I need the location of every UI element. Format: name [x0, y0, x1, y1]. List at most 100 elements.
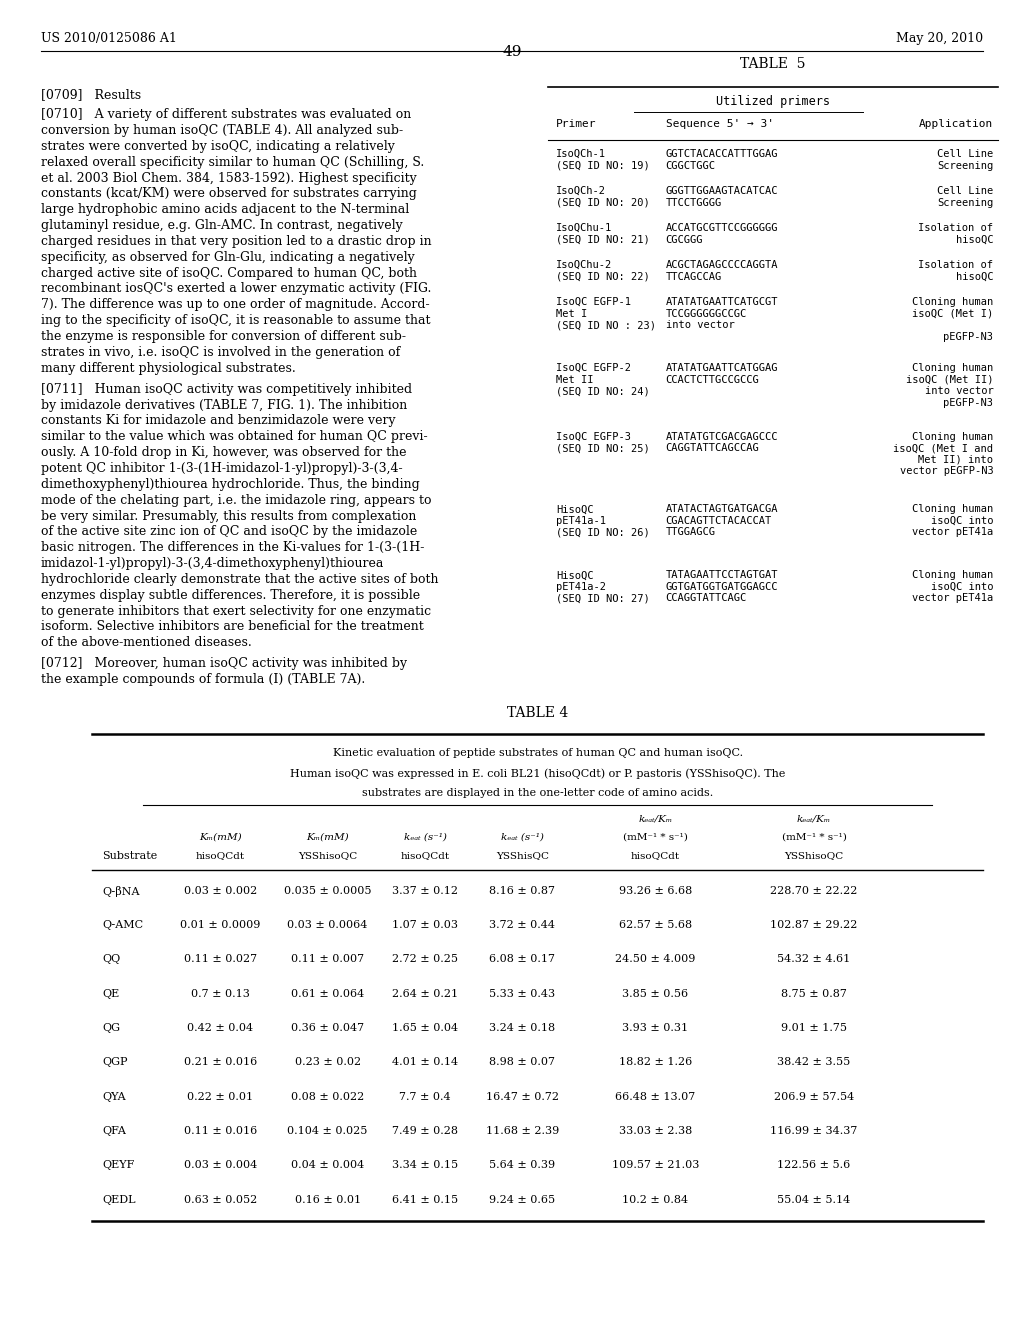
Text: Kₘ(mM): Kₘ(mM) — [199, 833, 242, 842]
Text: be very similar. Presumably, this results from complexation: be very similar. Presumably, this result… — [41, 510, 417, 523]
Text: QGP: QGP — [102, 1057, 128, 1068]
Text: Utilized primers: Utilized primers — [716, 95, 830, 108]
Text: 0.16 ± 0.01: 0.16 ± 0.01 — [295, 1195, 360, 1205]
Text: 7.49 ± 0.28: 7.49 ± 0.28 — [392, 1126, 458, 1137]
Text: 9.24 ± 0.65: 9.24 ± 0.65 — [489, 1195, 555, 1205]
Text: 0.11 ± 0.027: 0.11 ± 0.027 — [183, 954, 257, 965]
Text: 16.47 ± 0.72: 16.47 ± 0.72 — [485, 1092, 559, 1102]
Text: 0.035 ± 0.0005: 0.035 ± 0.0005 — [284, 886, 372, 896]
Text: 0.04 ± 0.004: 0.04 ± 0.004 — [291, 1160, 365, 1171]
Text: GGTCTACACCATTTGGAG
CGGCTGGC: GGTCTACACCATTTGGAG CGGCTGGC — [666, 149, 778, 170]
Text: 4.01 ± 0.14: 4.01 ± 0.14 — [392, 1057, 458, 1068]
Text: recombinant iosQC's exerted a lower enzymatic activity (FIG.: recombinant iosQC's exerted a lower enzy… — [41, 282, 431, 296]
Text: IsoQC EGFP-3
(SEQ ID NO: 25): IsoQC EGFP-3 (SEQ ID NO: 25) — [556, 432, 650, 453]
Text: May 20, 2010: May 20, 2010 — [896, 32, 983, 45]
Text: 11.68 ± 2.39: 11.68 ± 2.39 — [485, 1126, 559, 1137]
Text: charged residues in that very position led to a drastic drop in: charged residues in that very position l… — [41, 235, 431, 248]
Text: 0.42 ± 0.04: 0.42 ± 0.04 — [187, 1023, 253, 1034]
Text: ATATATGAATTCATGCGT
TCCGGGGGGCCGC
into vector: ATATATGAATTCATGCGT TCCGGGGGGCCGC into ve… — [666, 297, 778, 330]
Text: GGGTTGGAAGTACATCAC
TTCCTGGGG: GGGTTGGAAGTACATCAC TTCCTGGGG — [666, 186, 778, 207]
Text: IsoQCh-2
(SEQ ID NO: 20): IsoQCh-2 (SEQ ID NO: 20) — [556, 186, 650, 207]
Text: QEYF: QEYF — [102, 1160, 135, 1171]
Text: 0.104 ± 0.025: 0.104 ± 0.025 — [288, 1126, 368, 1137]
Text: 0.36 ± 0.047: 0.36 ± 0.047 — [291, 1023, 365, 1034]
Text: kₑₐₜ/Kₘ: kₑₐₜ/Kₘ — [797, 814, 831, 824]
Text: 3.34 ± 0.15: 3.34 ± 0.15 — [392, 1160, 458, 1171]
Text: hisoQCdt: hisoQCdt — [631, 851, 680, 861]
Text: Application: Application — [919, 119, 993, 129]
Text: 0.03 ± 0.0064: 0.03 ± 0.0064 — [288, 920, 368, 931]
Text: 0.11 ± 0.016: 0.11 ± 0.016 — [183, 1126, 257, 1137]
Text: Kinetic evaluation of peptide substrates of human QC and human isoQC.: Kinetic evaluation of peptide substrates… — [333, 748, 742, 759]
Text: the example compounds of formula (I) (TABLE 7A).: the example compounds of formula (I) (TA… — [41, 673, 366, 686]
Text: strates in vivo, i.e. isoQC is involved in the generation of: strates in vivo, i.e. isoQC is involved … — [41, 346, 400, 359]
Text: hisoQCdt: hisoQCdt — [196, 851, 245, 861]
Text: Cloning human
isoQC (Met I and
Met II) into
vector pEGFP-N3: Cloning human isoQC (Met I and Met II) i… — [893, 432, 993, 477]
Text: 6.08 ± 0.17: 6.08 ± 0.17 — [489, 954, 555, 965]
Text: HisoQC
pET41a-2
(SEQ ID NO: 27): HisoQC pET41a-2 (SEQ ID NO: 27) — [556, 570, 650, 603]
Text: 3.72 ± 0.44: 3.72 ± 0.44 — [489, 920, 555, 931]
Text: 8.75 ± 0.87: 8.75 ± 0.87 — [781, 989, 847, 999]
Text: 5.64 ± 0.39: 5.64 ± 0.39 — [489, 1160, 555, 1171]
Text: 3.85 ± 0.56: 3.85 ± 0.56 — [623, 989, 688, 999]
Text: of the above-mentioned diseases.: of the above-mentioned diseases. — [41, 636, 252, 649]
Text: 62.57 ± 5.68: 62.57 ± 5.68 — [618, 920, 692, 931]
Text: imidazol-1-yl)propyl)-3-(3,4-dimethoxyphenyl)thiourea: imidazol-1-yl)propyl)-3-(3,4-dimethoxyph… — [41, 557, 384, 570]
Text: 18.82 ± 1.26: 18.82 ± 1.26 — [618, 1057, 692, 1068]
Text: 66.48 ± 13.07: 66.48 ± 13.07 — [615, 1092, 695, 1102]
Text: QYA: QYA — [102, 1092, 126, 1102]
Text: dimethoxyphenyl)thiourea hydrochloride. Thus, the binding: dimethoxyphenyl)thiourea hydrochloride. … — [41, 478, 420, 491]
Text: mode of the chelating part, i.e. the imidazole ring, appears to: mode of the chelating part, i.e. the imi… — [41, 494, 431, 507]
Text: kₑₐₜ (s⁻¹): kₑₐₜ (s⁻¹) — [403, 833, 446, 842]
Text: (mM⁻¹ * s⁻¹): (mM⁻¹ * s⁻¹) — [623, 833, 688, 842]
Text: [0710]   A variety of different substrates was evaluated on: [0710] A variety of different substrates… — [41, 108, 412, 121]
Text: strates were converted by isoQC, indicating a relatively: strates were converted by isoQC, indicat… — [41, 140, 395, 153]
Text: et al. 2003 Biol Chem. 384, 1583-1592). Highest specificity: et al. 2003 Biol Chem. 384, 1583-1592). … — [41, 172, 417, 185]
Text: relaxed overall specificity similar to human QC (Schilling, S.: relaxed overall specificity similar to h… — [41, 156, 424, 169]
Text: 0.08 ± 0.022: 0.08 ± 0.022 — [291, 1092, 365, 1102]
Text: many different physiological substrates.: many different physiological substrates. — [41, 362, 296, 375]
Text: Primer: Primer — [556, 119, 597, 129]
Text: similar to the value which was obtained for human QC previ-: similar to the value which was obtained … — [41, 430, 428, 444]
Text: QQ: QQ — [102, 954, 121, 965]
Text: 1.07 ± 0.03: 1.07 ± 0.03 — [392, 920, 458, 931]
Text: 2.72 ± 0.25: 2.72 ± 0.25 — [392, 954, 458, 965]
Text: ATATACTAGTGATGACGA
CGACAGTTCTACACCAT
TTGGAGCG: ATATACTAGTGATGACGA CGACAGTTCTACACCAT TTG… — [666, 504, 778, 537]
Text: Substrate: Substrate — [102, 851, 158, 862]
Text: ATATATGAATTCATGGAG
CCACTCTTGCCGCCG: ATATATGAATTCATGGAG CCACTCTTGCCGCCG — [666, 363, 778, 384]
Text: 1.65 ± 0.04: 1.65 ± 0.04 — [392, 1023, 458, 1034]
Text: Isolation of
hisoQC: Isolation of hisoQC — [919, 223, 993, 244]
Text: IsoQC EGFP-1
Met I
(SEQ ID NO : 23): IsoQC EGFP-1 Met I (SEQ ID NO : 23) — [556, 297, 656, 330]
Text: YSShisoQC: YSShisoQC — [784, 851, 844, 861]
Text: 6.41 ± 0.15: 6.41 ± 0.15 — [392, 1195, 458, 1205]
Text: hydrochloride clearly demonstrate that the active sites of both: hydrochloride clearly demonstrate that t… — [41, 573, 438, 586]
Text: Q-AMC: Q-AMC — [102, 920, 143, 931]
Text: 38.42 ± 3.55: 38.42 ± 3.55 — [777, 1057, 851, 1068]
Text: 0.11 ± 0.007: 0.11 ± 0.007 — [291, 954, 365, 965]
Text: kₑₐₜ (s⁻¹): kₑₐₜ (s⁻¹) — [501, 833, 544, 842]
Text: 102.87 ± 29.22: 102.87 ± 29.22 — [770, 920, 858, 931]
Text: isoform. Selective inhibitors are beneficial for the treatment: isoform. Selective inhibitors are benefi… — [41, 620, 424, 634]
Text: 3.37 ± 0.12: 3.37 ± 0.12 — [392, 886, 458, 896]
Text: 24.50 ± 4.009: 24.50 ± 4.009 — [615, 954, 695, 965]
Text: QG: QG — [102, 1023, 121, 1034]
Text: of the active site zinc ion of QC and isoQC by the imidazole: of the active site zinc ion of QC and is… — [41, 525, 417, 539]
Text: to generate inhibitors that exert selectivity for one enzymatic: to generate inhibitors that exert select… — [41, 605, 431, 618]
Text: US 2010/0125086 A1: US 2010/0125086 A1 — [41, 32, 177, 45]
Text: IsoQCh-1
(SEQ ID NO: 19): IsoQCh-1 (SEQ ID NO: 19) — [556, 149, 650, 170]
Text: ACCATGCGTTCCGGGGGG
CGCGGG: ACCATGCGTTCCGGGGGG CGCGGG — [666, 223, 778, 244]
Text: 2.64 ± 0.21: 2.64 ± 0.21 — [392, 989, 458, 999]
Text: 0.03 ± 0.002: 0.03 ± 0.002 — [183, 886, 257, 896]
Text: 109.57 ± 21.03: 109.57 ± 21.03 — [611, 1160, 699, 1171]
Text: Isolation of
hisoQC: Isolation of hisoQC — [919, 260, 993, 281]
Text: 0.7 ± 0.13: 0.7 ± 0.13 — [190, 989, 250, 999]
Text: TATAGAATTCCTAGTGAT
GGTGATGGTGATGGAGCC
CCAGGTATTCAGC: TATAGAATTCCTAGTGAT GGTGATGGTGATGGAGCC CC… — [666, 570, 778, 603]
Text: 10.2 ± 0.84: 10.2 ± 0.84 — [623, 1195, 688, 1205]
Text: QE: QE — [102, 989, 120, 999]
Text: 3.93 ± 0.31: 3.93 ± 0.31 — [623, 1023, 688, 1034]
Text: 7.7 ± 0.4: 7.7 ± 0.4 — [399, 1092, 451, 1102]
Text: Human isoQC was expressed in E. coli BL21 (hisoQCdt) or P. pastoris (YSShisoQC).: Human isoQC was expressed in E. coli BL2… — [290, 768, 785, 779]
Text: 8.98 ± 0.07: 8.98 ± 0.07 — [489, 1057, 555, 1068]
Text: QFA: QFA — [102, 1126, 126, 1137]
Text: [0712]   Moreover, human isoQC activity was inhibited by: [0712] Moreover, human isoQC activity wa… — [41, 657, 408, 671]
